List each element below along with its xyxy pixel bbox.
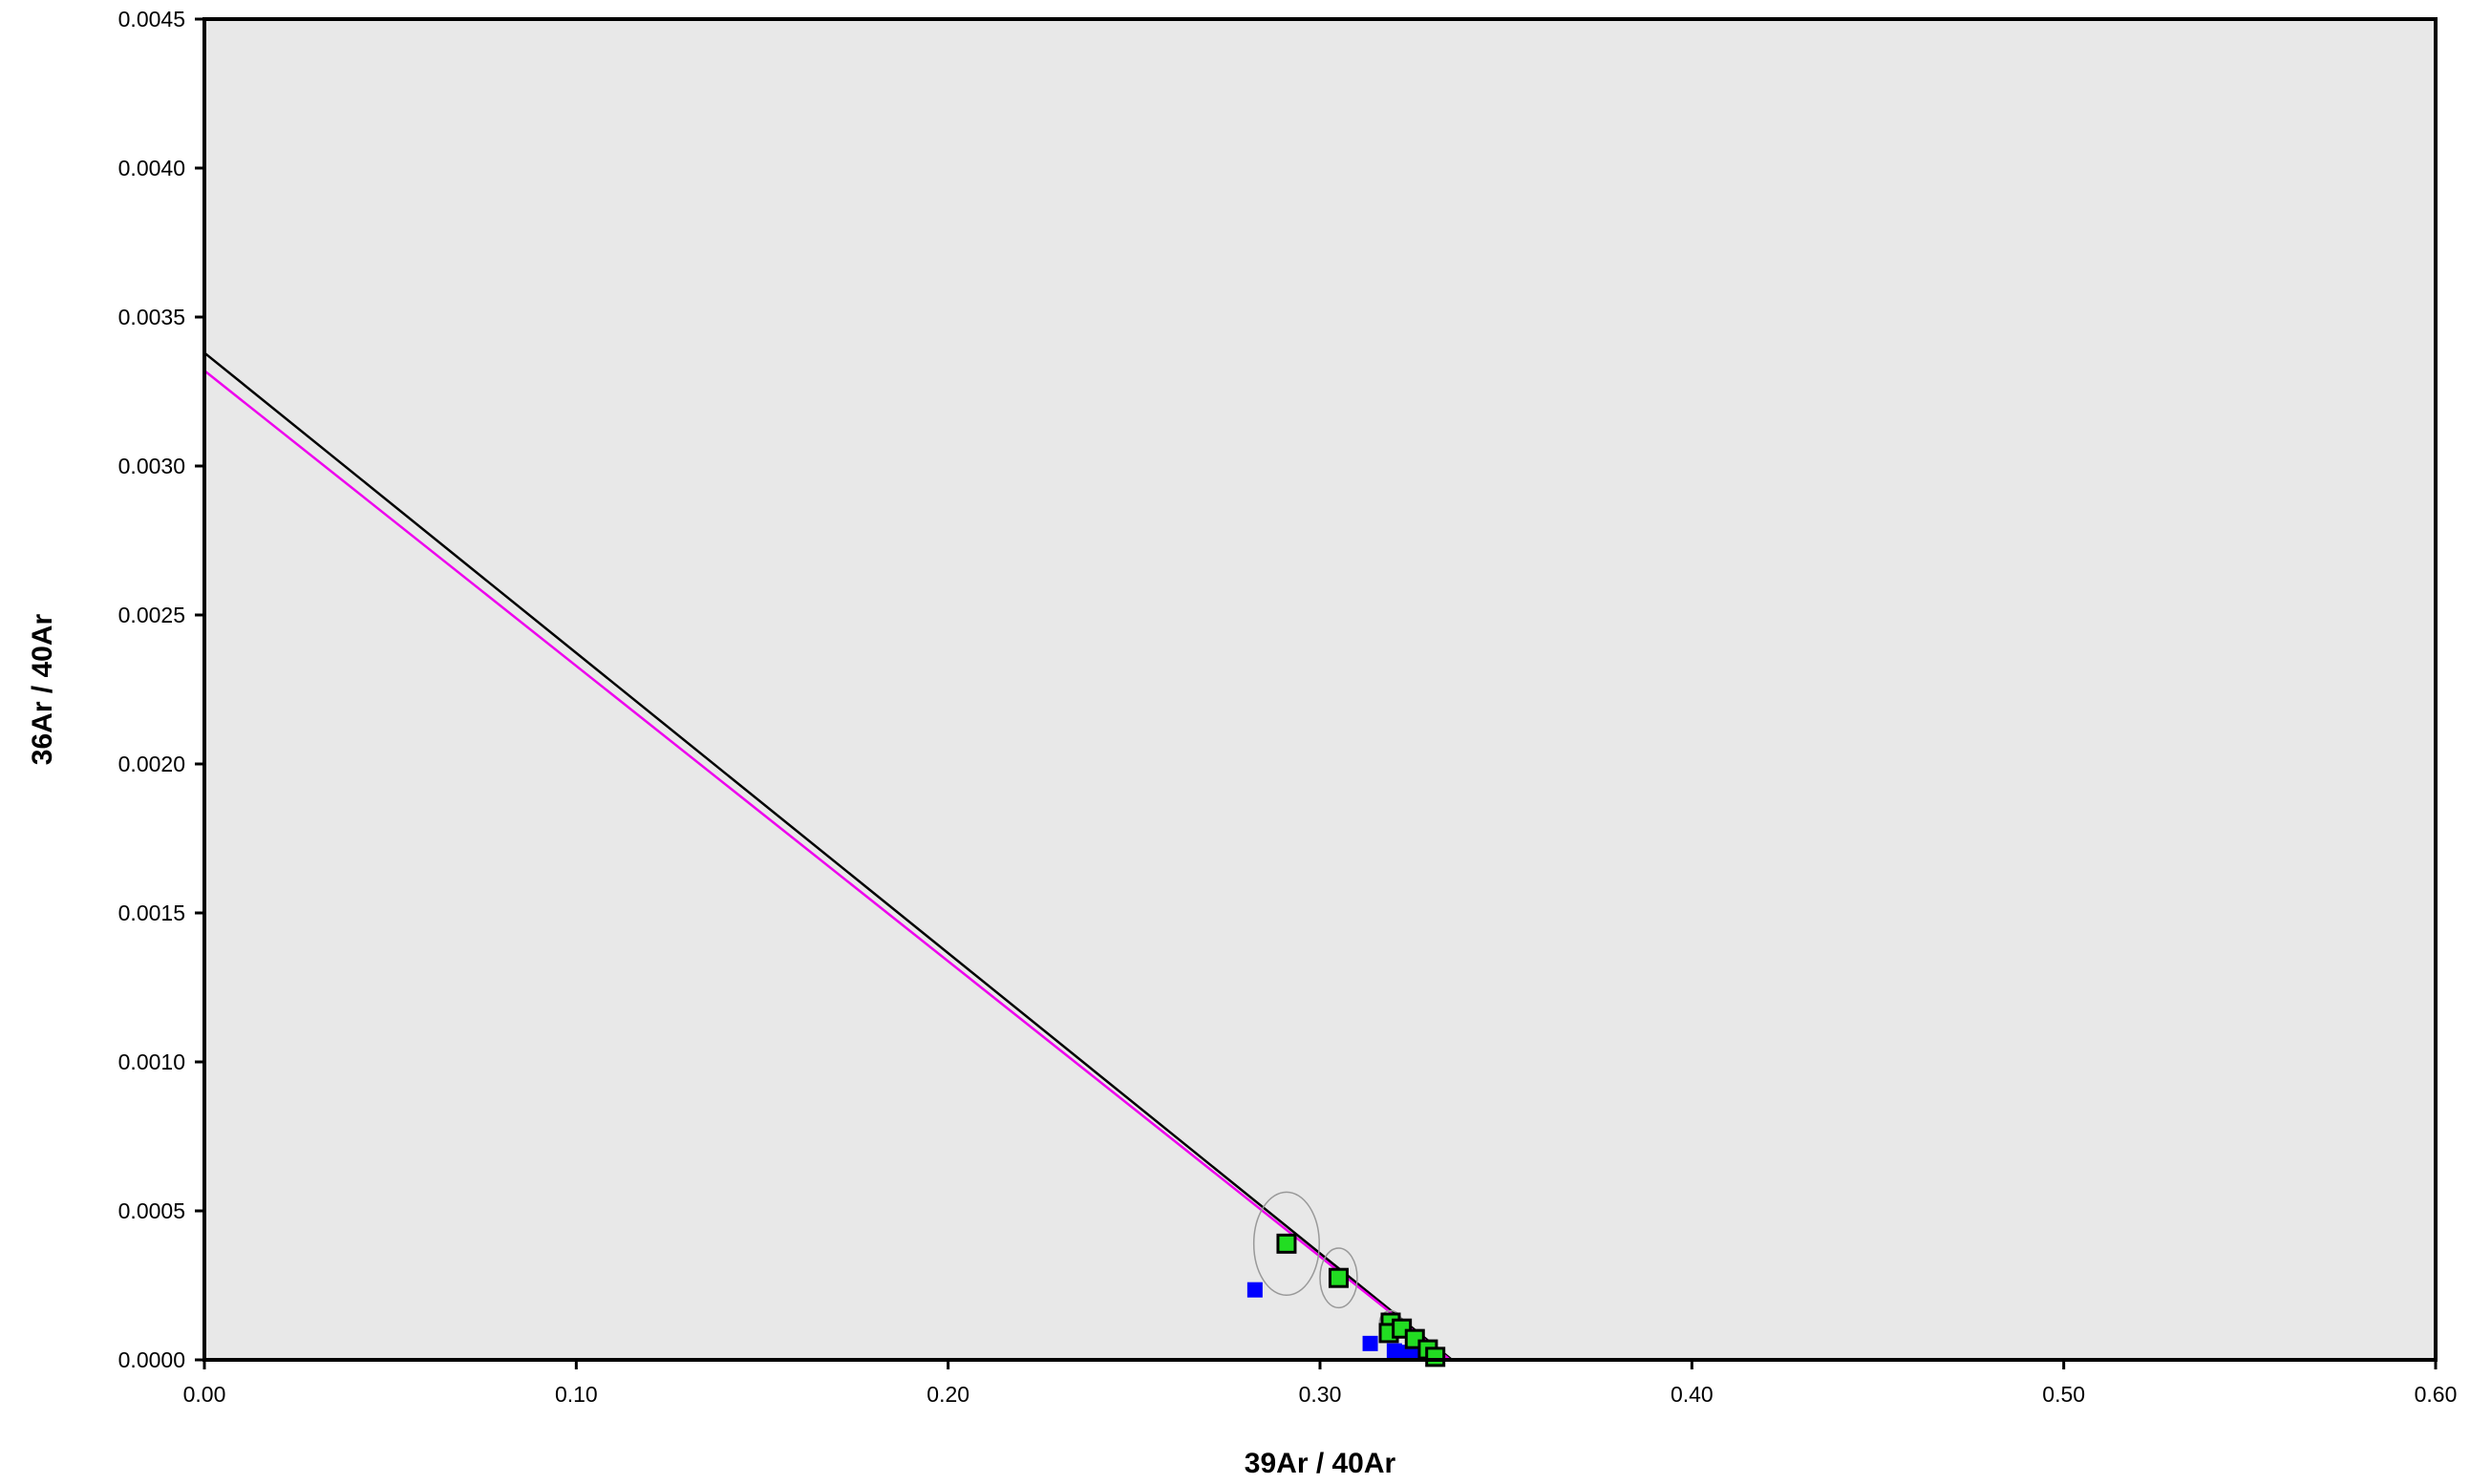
y-tick-label: 0.0045 [118, 7, 185, 32]
y-tick-label: 0.0025 [118, 603, 185, 627]
data-point-blue [1362, 1335, 1378, 1351]
error-ellipse [1319, 1247, 1358, 1309]
y-tick-label: 0.0000 [118, 1347, 185, 1372]
error-ellipse [1252, 1191, 1320, 1297]
y-tick-label: 0.0020 [118, 752, 185, 776]
isochron-line [204, 351, 1455, 1360]
data-point-green [1276, 1233, 1297, 1254]
x-tick-label: 0.00 [183, 1382, 226, 1407]
isochron-line [204, 370, 1453, 1360]
x-axis: 0.00 0.10 0.20 0.30 0.40 0.50 0.60 [183, 1360, 2458, 1407]
y-tick-label: 0.0010 [118, 1049, 185, 1074]
x-tick-label: 0.50 [2042, 1382, 2085, 1407]
x-axis-title: 39Ar / 40Ar [1245, 1448, 1396, 1479]
y-tick-label: 0.0005 [118, 1198, 185, 1223]
regression-lines [204, 351, 1455, 1360]
y-tick-label: 0.0015 [118, 901, 185, 925]
y-axis: 0.0000 0.0005 0.0010 0.0015 0.0020 0.0025 0.00… [118, 7, 204, 1372]
y-tick-label: 0.0040 [118, 156, 185, 180]
y-axis-title: 36Ar / 40Ar [27, 613, 58, 765]
x-tick-label: 0.40 [1671, 1382, 1714, 1407]
y-tick-label: 0.0035 [118, 305, 185, 329]
x-tick-label: 0.30 [1299, 1382, 1342, 1407]
data-point-blue [1386, 1343, 1402, 1359]
data-point-green [1328, 1267, 1349, 1288]
x-tick-label: 0.20 [926, 1382, 969, 1407]
plot-area [204, 19, 2436, 1360]
y-tick-label: 0.0030 [118, 454, 185, 478]
x-tick-label: 0.10 [555, 1382, 598, 1407]
data-point-blue [1246, 1282, 1263, 1298]
x-tick-label: 0.60 [2415, 1382, 2458, 1407]
data-point-green [1425, 1346, 1446, 1367]
